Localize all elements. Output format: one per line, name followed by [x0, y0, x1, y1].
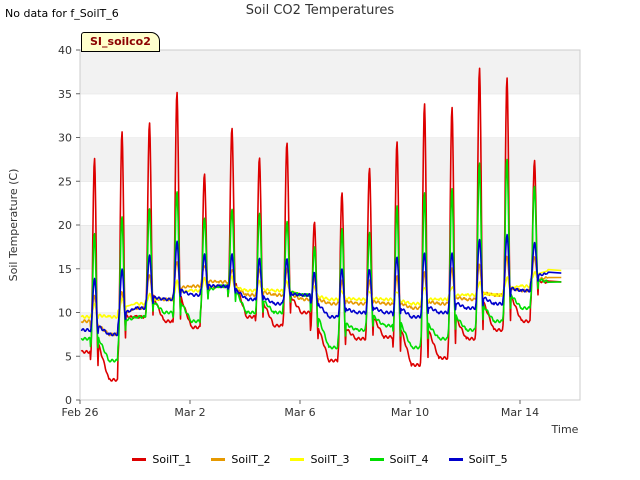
- legend-item-soilt-3: SoilT_3: [290, 453, 350, 466]
- legend-label: SoilT_3: [310, 453, 350, 466]
- grid-band: [80, 93, 580, 138]
- y-axis-label: Soil Temperature (C): [7, 169, 20, 282]
- legend: SoilT_1 SoilT_2 SoilT_3 SoilT_4 SoilT_5: [0, 453, 640, 466]
- legend-label: SoilT_4: [389, 453, 429, 466]
- x-tick-label: Mar 2: [174, 406, 205, 419]
- y-tick-label: 5: [65, 350, 72, 363]
- x-tick-label: Mar 6: [284, 406, 315, 419]
- site-tag: SI_soilco2: [81, 32, 160, 52]
- legend-item-soilt-1: SoilT_1: [132, 453, 191, 466]
- grid-band: [80, 50, 580, 94]
- legend-swatch: [448, 458, 463, 461]
- legend-item-soilt-4: SoilT_4: [369, 453, 429, 466]
- series-line-soilt-3: [80, 268, 562, 320]
- y-tick-label: 0: [65, 394, 72, 407]
- chart-title: Soil CO2 Temperatures: [245, 3, 395, 18]
- legend-item-soilt-2: SoilT_2: [211, 453, 270, 466]
- grid-band: [80, 181, 580, 225]
- x-tick-label: Mar 10: [391, 406, 429, 419]
- grid-band: [80, 356, 580, 400]
- legend-item-soilt-5: SoilT_5: [448, 453, 508, 466]
- series-line-soilt-1: [80, 67, 562, 382]
- series-line-soilt-5: [80, 233, 562, 337]
- x-axis-label: Time: [551, 423, 579, 436]
- y-tick-label: 10: [58, 307, 72, 320]
- y-tick-label: 15: [58, 263, 72, 276]
- y-tick-label: 40: [58, 44, 72, 57]
- y-tick-label: 20: [58, 219, 72, 232]
- legend-swatch: [132, 458, 147, 461]
- no-data-note: No data for f_SoilT_6: [5, 7, 119, 20]
- legend-swatch: [211, 458, 226, 461]
- x-tick-label: Feb 26: [62, 406, 99, 419]
- grid-band: [80, 225, 580, 269]
- y-tick-label: 25: [58, 175, 72, 188]
- grid-band: [80, 312, 580, 357]
- series-line-soilt-4: [80, 158, 562, 363]
- legend-label: SoilT_5: [468, 453, 508, 466]
- legend-swatch: [369, 458, 384, 461]
- x-tick-label: Mar 14: [501, 406, 539, 419]
- y-tick-label: 30: [58, 132, 72, 145]
- legend-label: SoilT_1: [152, 453, 192, 466]
- legend-swatch: [290, 458, 305, 461]
- y-tick-label: 35: [58, 88, 72, 101]
- grid-band: [80, 137, 580, 182]
- legend-label: SoilT_2: [231, 453, 271, 466]
